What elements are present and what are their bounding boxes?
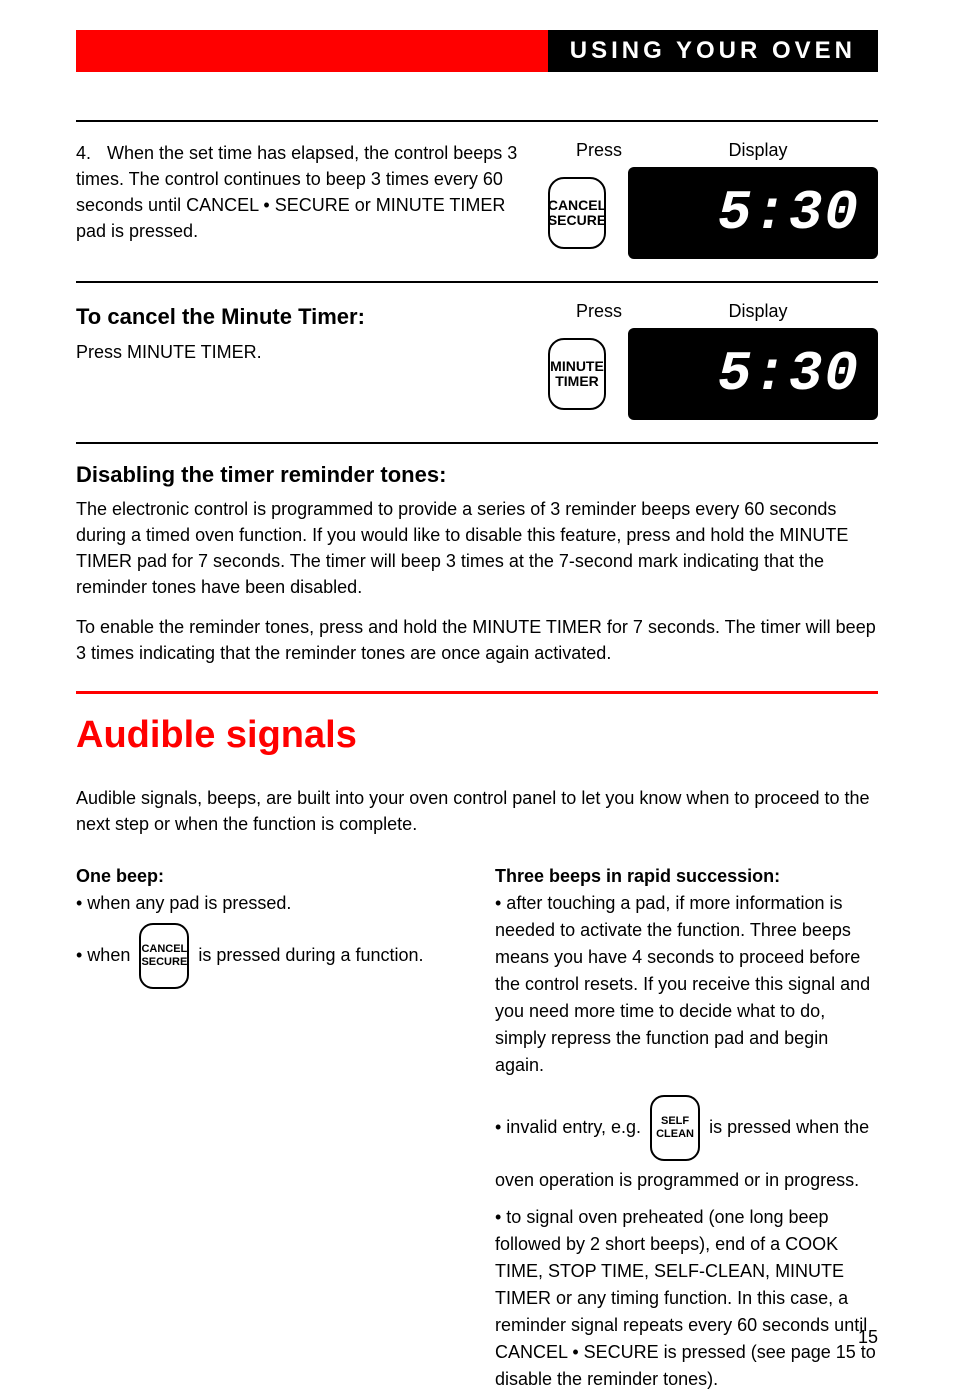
three-beeps-b2: • invalid entry, e.g. SELF CLEAN is pres… [495, 1089, 878, 1194]
line2b: is pressed during a function. [198, 945, 423, 965]
one-beep-line2: • when CANCEL SECURE is pressed during a… [76, 917, 459, 995]
page-content: 4. When the set time has elapsed, the co… [76, 120, 878, 1393]
line2a: • when [76, 945, 130, 965]
disable-para1: The electronic control is programmed to … [76, 496, 878, 600]
lcd-time: 5:30 [718, 342, 860, 406]
cancel-row: To cancel the Minute Timer: Press MINUTE… [76, 283, 878, 442]
cancel-secure-pad-inline[interactable]: CANCEL SECURE [139, 923, 189, 989]
one-beep-heading: One beep: [76, 863, 459, 890]
step4-number: 4. [76, 140, 102, 166]
cancel-secure-pad[interactable]: CANCEL SECURE [548, 177, 606, 249]
audible-title: Audible signals [76, 714, 878, 757]
three-beeps-b3: • to signal oven preheated (one long bee… [495, 1204, 878, 1393]
one-beep-line1: • when any pad is pressed. [76, 890, 459, 917]
step4-press-display: Press Display CANCEL SECURE 5:30 [548, 140, 878, 259]
left-col: One beep: • when any pad is pressed. • w… [76, 863, 459, 1393]
right-col: Three beeps in rapid succession: • after… [495, 863, 878, 1393]
step4-row: 4. When the set time has elapsed, the co… [76, 122, 878, 281]
cancel-press-display: Press Display MINUTE TIMER 5:30 [548, 301, 878, 420]
disable-section: Disabling the timer reminder tones: The … [76, 444, 878, 691]
step4-text: 4. When the set time has elapsed, the co… [76, 140, 548, 244]
display-label: Display [644, 301, 872, 322]
press-label: Press [554, 301, 644, 322]
disable-heading: Disabling the timer reminder tones: [76, 462, 878, 488]
press-label: Press [554, 140, 644, 161]
lcd-display: 5:30 [628, 167, 878, 259]
pd-body: CANCEL SECURE 5:30 [548, 167, 878, 259]
red-divider [76, 691, 878, 694]
pd-labels: Press Display [548, 140, 878, 161]
disable-para2: To enable the reminder tones, press and … [76, 614, 878, 666]
page-number: 15 [858, 1327, 878, 1348]
cancel-body: Press MINUTE TIMER. [76, 342, 262, 362]
lcd-time: 5:30 [718, 181, 860, 245]
page-header-title: USING YOUR OVEN [570, 37, 856, 65]
pd-body: MINUTE TIMER 5:30 [548, 328, 878, 420]
display-label: Display [644, 140, 872, 161]
header-right-box: USING YOUR OVEN [548, 30, 878, 72]
cancel-text: To cancel the Minute Timer: Press MINUTE… [76, 301, 548, 365]
self-clean-pad-inline[interactable]: SELF CLEAN [650, 1095, 700, 1161]
minute-timer-pad[interactable]: MINUTE TIMER [548, 338, 606, 410]
pad-l1: SELF [661, 1115, 689, 1128]
header-bar: USING YOUR OVEN [76, 30, 878, 72]
lcd-display: 5:30 [628, 328, 878, 420]
cancel-heading: To cancel the Minute Timer: [76, 301, 538, 333]
step4-body: When the set time has elapsed, the contr… [76, 143, 517, 241]
three-beeps-b1: • after touching a pad, if more informat… [495, 890, 878, 1079]
audible-columns: One beep: • when any pad is pressed. • w… [76, 863, 878, 1393]
b2a: • invalid entry, e.g. [495, 1117, 641, 1137]
three-beeps-heading: Three beeps in rapid succession: [495, 863, 878, 890]
audible-intro: Audible signals, beeps, are built into y… [76, 785, 878, 837]
pd-labels: Press Display [548, 301, 878, 322]
pad-l2: CLEAN [656, 1128, 694, 1141]
